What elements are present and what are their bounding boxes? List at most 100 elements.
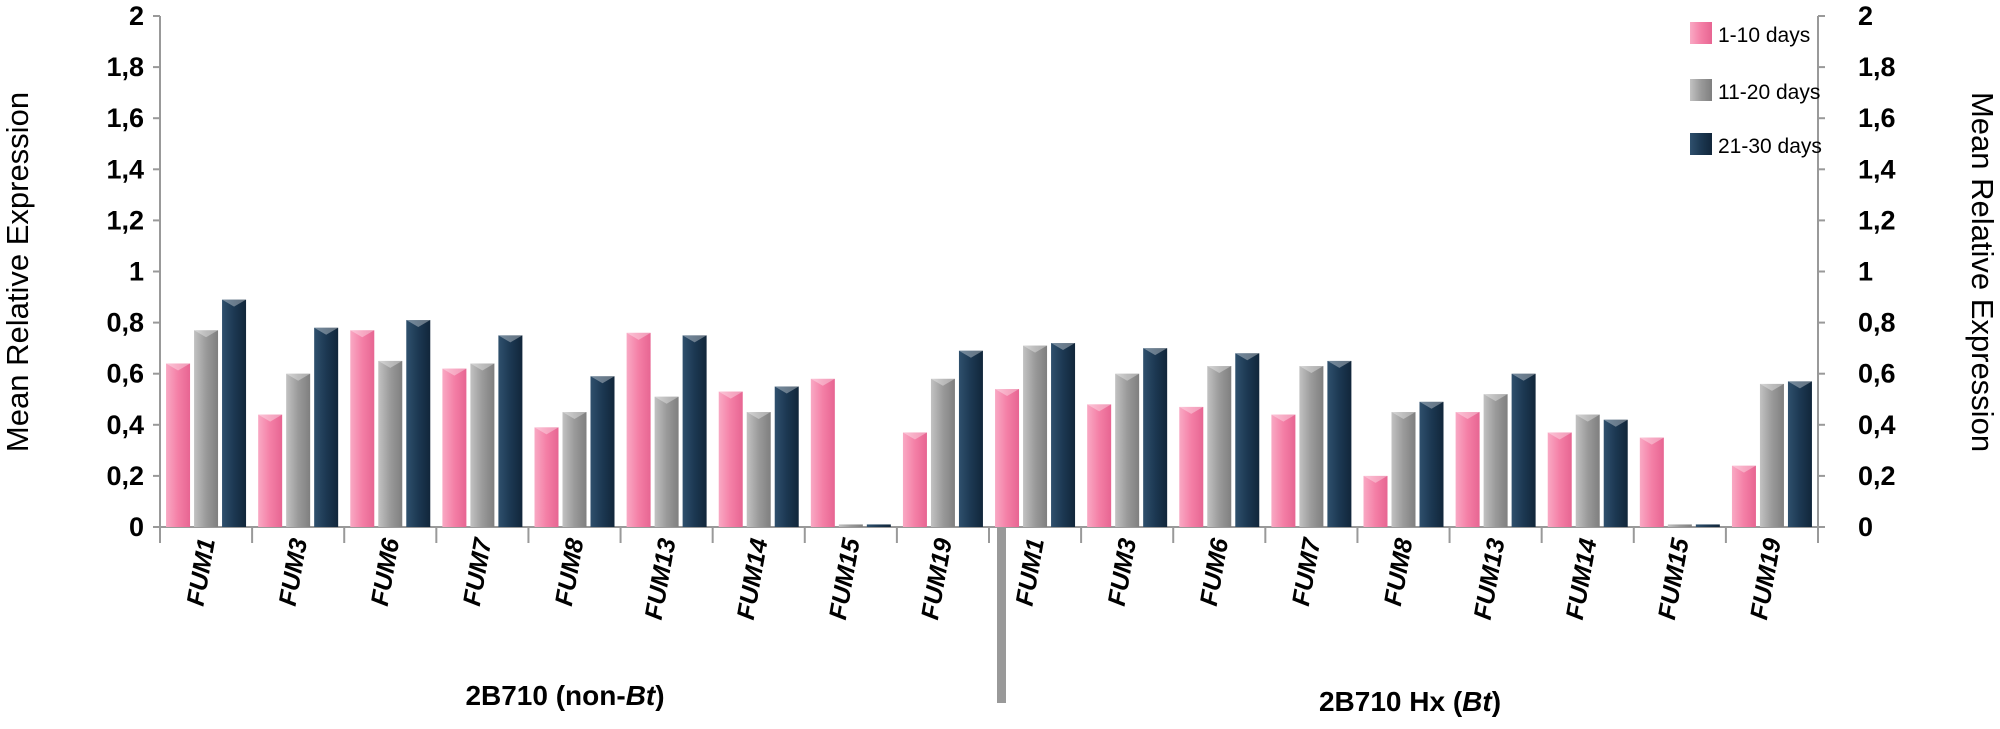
bars bbox=[166, 299, 1812, 527]
bar-21-30-days-fum1 bbox=[222, 299, 247, 527]
bar-highlight bbox=[1327, 360, 1352, 368]
bar-11-20-days-fum13 bbox=[654, 396, 679, 527]
bar-highlight bbox=[1391, 412, 1416, 420]
bar-highlight bbox=[1483, 394, 1508, 402]
bar-highlight bbox=[1115, 373, 1140, 381]
bar-highlight bbox=[1639, 437, 1664, 445]
bar-highlight bbox=[1023, 345, 1048, 353]
bar-21-30-days-fum14 bbox=[1603, 419, 1628, 527]
bar-21-30-days-fum19 bbox=[1787, 381, 1812, 527]
bar-highlight bbox=[902, 432, 927, 440]
bar-21-30-days-fum13 bbox=[682, 335, 707, 527]
bar-highlight bbox=[1235, 353, 1260, 361]
bar-21-30-days-fum15 bbox=[866, 524, 891, 527]
x-tick-label: FUM13 bbox=[1469, 536, 1511, 622]
bar-highlight bbox=[1455, 412, 1480, 420]
bar-11-20-days-fum8 bbox=[562, 412, 587, 527]
bar-highlight bbox=[1363, 475, 1388, 483]
bar-1-10-days-fum6 bbox=[1179, 406, 1204, 527]
bar-11-20-days-fum14 bbox=[746, 412, 771, 527]
y-axis-title-right: Mean Relative Expression bbox=[1965, 92, 2000, 452]
y-tick-label-left: 0,2 bbox=[106, 461, 144, 491]
bar-highlight bbox=[406, 320, 431, 328]
bar-1-10-days-fum19 bbox=[1731, 465, 1756, 527]
y-tick-label-left: 1,6 bbox=[106, 103, 144, 133]
y-tick-label-right: 1,8 bbox=[1858, 52, 1896, 82]
x-tick-label: FUM14 bbox=[732, 536, 774, 622]
bar-highlight bbox=[1087, 404, 1112, 412]
group-divider bbox=[997, 527, 1006, 703]
y-tick-label-right: 1,2 bbox=[1858, 205, 1896, 235]
bar-highlight bbox=[166, 363, 191, 371]
bar-1-10-days-fum1 bbox=[166, 363, 191, 527]
bar-11-20-days-fum6 bbox=[1207, 366, 1232, 527]
bar-11-20-days-fum8 bbox=[1391, 412, 1416, 527]
bar-1-10-days-fum1 bbox=[995, 389, 1020, 527]
bar-1-10-days-fum8 bbox=[534, 427, 559, 527]
x-tick-label: FUM15 bbox=[824, 535, 866, 622]
bar-highlight bbox=[654, 396, 679, 404]
bar-highlight bbox=[1547, 432, 1572, 440]
bar-highlight bbox=[314, 327, 339, 335]
bar-highlight bbox=[442, 368, 467, 376]
x-tick-label: FUM19 bbox=[1745, 536, 1787, 622]
bar-highlight bbox=[1511, 373, 1536, 381]
bar-highlight bbox=[1299, 366, 1324, 374]
bar-1-10-days-fum15 bbox=[810, 378, 835, 527]
bar-1-10-days-fum14 bbox=[718, 391, 743, 527]
bar-1-10-days-fum7 bbox=[1271, 414, 1296, 527]
bar-11-20-days-fum15 bbox=[1667, 524, 1692, 527]
bar-highlight bbox=[1271, 414, 1296, 422]
bar-1-10-days-fum7 bbox=[442, 368, 467, 527]
x-tick-label: FUM1 bbox=[182, 536, 221, 608]
y-tick-label-right: 1 bbox=[1858, 257, 1873, 287]
bar-11-20-days-fum6 bbox=[378, 360, 403, 527]
bar-highlight bbox=[1787, 381, 1812, 389]
bar-highlight bbox=[1575, 414, 1600, 422]
x-tick-label: FUM6 bbox=[1195, 535, 1235, 608]
x-tick-label: FUM14 bbox=[1561, 536, 1603, 622]
y-tick-label-left: 0,6 bbox=[106, 359, 144, 389]
bar-highlight bbox=[1759, 383, 1784, 391]
bar-highlight bbox=[194, 330, 219, 338]
bar-11-20-days-fum13 bbox=[1483, 394, 1508, 527]
bar-highlight bbox=[258, 414, 283, 422]
bar-1-10-days-fum15 bbox=[1639, 437, 1664, 527]
x-tick-label: FUM8 bbox=[1379, 536, 1418, 608]
bar-21-30-days-fum1 bbox=[1051, 343, 1076, 527]
bar-21-30-days-fum3 bbox=[1143, 348, 1168, 527]
bar-1-10-days-fum6 bbox=[350, 330, 375, 527]
bar-highlight bbox=[1051, 343, 1076, 351]
legend-swatch-1-10-days bbox=[1690, 22, 1712, 44]
left-y-ticks: 0 0,2 0,4 0,6 0,8 1 1,2 1,4 1,6 1,8 2 bbox=[106, 1, 160, 542]
bar-highlight bbox=[930, 378, 955, 386]
bar-highlight bbox=[1731, 465, 1756, 473]
y-tick-label-left: 1,8 bbox=[106, 52, 144, 82]
x-tick-label: FUM8 bbox=[550, 536, 589, 608]
bar-1-10-days-fum3 bbox=[1087, 404, 1112, 527]
bar-highlight bbox=[1179, 406, 1204, 414]
bar-11-20-days-fum7 bbox=[1299, 366, 1324, 527]
y-tick-label-right: 0,4 bbox=[1858, 410, 1896, 440]
bar-1-10-days-fum13 bbox=[1455, 412, 1480, 527]
bar-21-30-days-fum13 bbox=[1511, 373, 1536, 527]
bar-1-10-days-fum19 bbox=[902, 432, 927, 527]
bar-highlight bbox=[774, 386, 799, 394]
bar-11-20-days-fum19 bbox=[930, 378, 955, 527]
y-tick-label-right: 0 bbox=[1858, 512, 1873, 542]
legend: 1-10 days 11-20 days 21-30 days bbox=[1690, 22, 1822, 158]
x-tick-label: FUM7 bbox=[1287, 535, 1327, 608]
y-tick-label-right: 0,6 bbox=[1858, 359, 1896, 389]
group-label-bt: 2B710 Hx (Bt) bbox=[1319, 686, 1501, 717]
bar-highlight bbox=[718, 391, 743, 399]
bar-highlight bbox=[1603, 419, 1628, 427]
x-tick-label: FUM3 bbox=[274, 536, 313, 608]
bar-1-10-days-fum3 bbox=[258, 414, 283, 527]
bar-highlight bbox=[498, 335, 523, 343]
legend-swatch-21-30-days bbox=[1690, 133, 1712, 155]
y-tick-label-right: 1,6 bbox=[1858, 103, 1896, 133]
bar-11-20-days-fum15 bbox=[838, 524, 863, 527]
x-tick-label: FUM6 bbox=[366, 535, 406, 608]
y-tick-label-left: 1,4 bbox=[106, 154, 144, 184]
bar-highlight bbox=[350, 330, 375, 338]
